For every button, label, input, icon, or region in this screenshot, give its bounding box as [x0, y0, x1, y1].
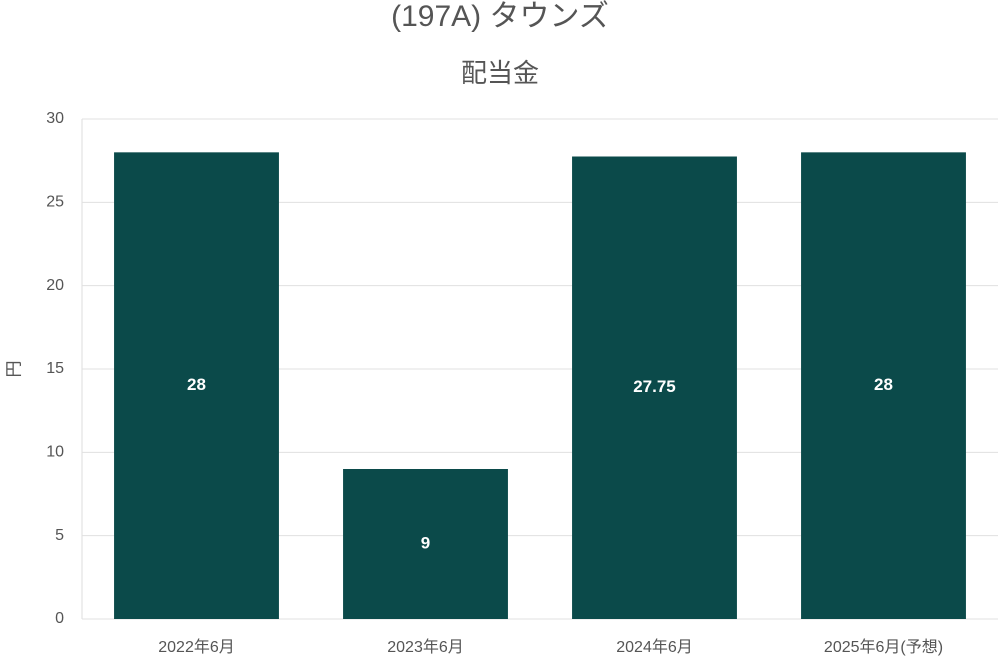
y-tick-label: 25 [46, 194, 64, 211]
y-tick-label: 20 [46, 277, 64, 294]
data-label: 27.75 [633, 377, 676, 396]
y-tick-label: 30 [46, 110, 64, 127]
x-tick-label: 2025年6月(予想) [824, 638, 943, 656]
bar [343, 469, 508, 619]
x-tick-label: 2023年6月 [387, 638, 464, 656]
bar [572, 156, 737, 619]
y-axis-label: 円 [4, 361, 23, 378]
chart-title: (197A) タウンズ [391, 0, 609, 33]
x-tick-label: 2024年6月 [616, 638, 693, 656]
y-tick-label: 5 [55, 527, 64, 544]
y-tick-label: 0 [55, 610, 64, 627]
data-label: 28 [874, 375, 893, 394]
chart-subtitle: 配当金 [461, 58, 539, 88]
x-tick-label: 2022年6月 [158, 638, 235, 656]
data-label: 28 [187, 375, 206, 394]
y-tick-label: 10 [46, 444, 64, 461]
y-tick-label: 15 [46, 360, 64, 377]
bar [801, 152, 966, 620]
bar [114, 152, 279, 620]
data-label: 9 [421, 533, 430, 552]
